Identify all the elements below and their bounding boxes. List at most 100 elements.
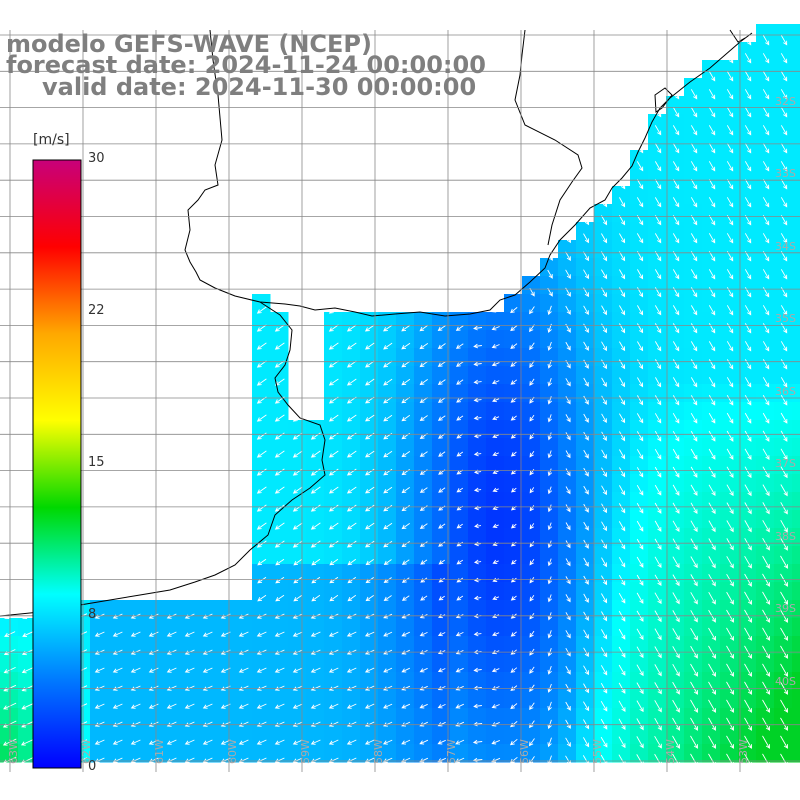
wind-speed-cell (738, 294, 757, 313)
wind-vector-arrow (672, 143, 680, 154)
wind-vector-arrow (690, 627, 698, 641)
wind-vector-arrow (780, 699, 788, 713)
wind-vector-arrow (473, 325, 483, 331)
wind-vector-arrow (655, 377, 662, 388)
wind-vector-arrow (510, 703, 518, 710)
wind-speed-cell (0, 708, 19, 727)
wind-vector-arrow (654, 395, 662, 406)
wind-speed-cell (612, 564, 631, 583)
wind-vector-arrow (346, 703, 357, 709)
wind-speed-cell (162, 690, 181, 709)
wind-speed-cell (666, 474, 685, 493)
wind-speed-cell (522, 564, 541, 583)
wind-speed-cell (594, 294, 613, 313)
wind-vector-arrow (401, 414, 411, 422)
wind-vector-arrow (256, 306, 267, 314)
wind-vector-arrow (726, 573, 734, 587)
wind-speed-cell (324, 384, 343, 403)
wind-speed-cell (486, 492, 505, 511)
wind-speed-cell (288, 654, 307, 673)
wind-vector-arrow (473, 667, 482, 673)
wind-speed-cell (684, 204, 703, 223)
wind-speed-cell (648, 204, 667, 223)
wind-speed-cell (576, 510, 595, 529)
wind-speed-cell (702, 312, 721, 331)
wind-vector-arrow (274, 721, 285, 727)
wind-speed-cell (396, 564, 415, 583)
wind-vector-arrow (744, 538, 752, 551)
wind-vector-arrow (510, 667, 518, 673)
wind-vector-arrow (202, 631, 213, 637)
wind-speed-cell (792, 510, 800, 529)
wind-vector-arrow (437, 343, 446, 350)
wind-speed-cell (738, 114, 757, 133)
wind-vector-arrow (383, 631, 393, 637)
wind-speed-cell (792, 726, 800, 745)
wind-speed-cell (540, 510, 559, 529)
wind-speed-cell (270, 492, 289, 511)
wind-vector-arrow (690, 179, 698, 190)
wind-vector-arrow (762, 466, 770, 479)
wind-speed-cell (288, 618, 307, 637)
wind-vector-arrow (762, 735, 770, 749)
wind-vector-arrow (744, 161, 752, 172)
wind-vector-arrow (274, 522, 285, 530)
wind-vector-arrow (328, 504, 339, 512)
wind-speed-cell (450, 348, 469, 367)
wind-vector-arrow (654, 161, 662, 172)
wind-speed-cell (666, 420, 685, 439)
wind-speed-cell (666, 96, 685, 115)
wind-vector-arrow (583, 701, 590, 712)
wind-speed-cell (738, 474, 757, 493)
wind-vector-arrow (762, 35, 770, 46)
wind-speed-cell (396, 402, 415, 421)
wind-speed-cell (558, 312, 577, 331)
wind-speed-cell (432, 312, 451, 331)
wind-vector-arrow (601, 539, 607, 550)
wind-speed-cell (360, 582, 379, 601)
wind-speed-cell (648, 276, 667, 295)
wind-vector-arrow (130, 631, 141, 637)
wind-speed-cell (738, 366, 757, 385)
wind-speed-cell (576, 636, 595, 655)
wind-speed-cell (612, 258, 631, 277)
wind-speed-cell (432, 744, 451, 763)
wind-speed-cell (252, 348, 271, 367)
wind-speed-cell (594, 276, 613, 295)
wind-speed-cell (612, 654, 631, 673)
wind-vector-arrow (780, 537, 788, 551)
wind-speed-cell (216, 690, 235, 709)
wind-vector-arrow (202, 739, 213, 745)
wind-speed-cell (144, 672, 163, 691)
wind-speed-cell (396, 384, 415, 403)
wind-vector-arrow (672, 448, 680, 460)
wind-speed-cell (378, 528, 397, 547)
wind-vector-arrow (636, 718, 644, 731)
wind-speed-cell (144, 618, 163, 637)
wind-speed-cell (0, 618, 19, 637)
wind-vector-arrow (437, 361, 446, 367)
wind-vector-arrow (130, 667, 141, 673)
wind-speed-cell (432, 708, 451, 727)
wind-speed-cell (540, 474, 559, 493)
wind-speed-cell (720, 564, 739, 583)
wind-speed-cell (630, 546, 649, 565)
wind-speed-cell (774, 654, 793, 673)
wind-vector-arrow (654, 466, 662, 478)
wind-speed-cell (342, 510, 361, 529)
wind-vector-arrow (726, 699, 734, 713)
wind-speed-cell (756, 276, 775, 295)
wind-vector-arrow (383, 577, 392, 584)
wind-speed-cell (270, 456, 289, 475)
wind-vector-arrow (529, 630, 535, 638)
wind-vector-arrow (654, 143, 662, 154)
wind-speed-cell (342, 474, 361, 493)
wind-speed-cell (558, 600, 577, 619)
wind-speed-cell (702, 60, 721, 79)
wind-speed-cell (378, 312, 397, 331)
wind-speed-cell (648, 564, 667, 583)
wind-speed-cell (252, 744, 271, 763)
wind-speed-cell (702, 726, 721, 745)
wind-vector-arrow (473, 559, 482, 565)
